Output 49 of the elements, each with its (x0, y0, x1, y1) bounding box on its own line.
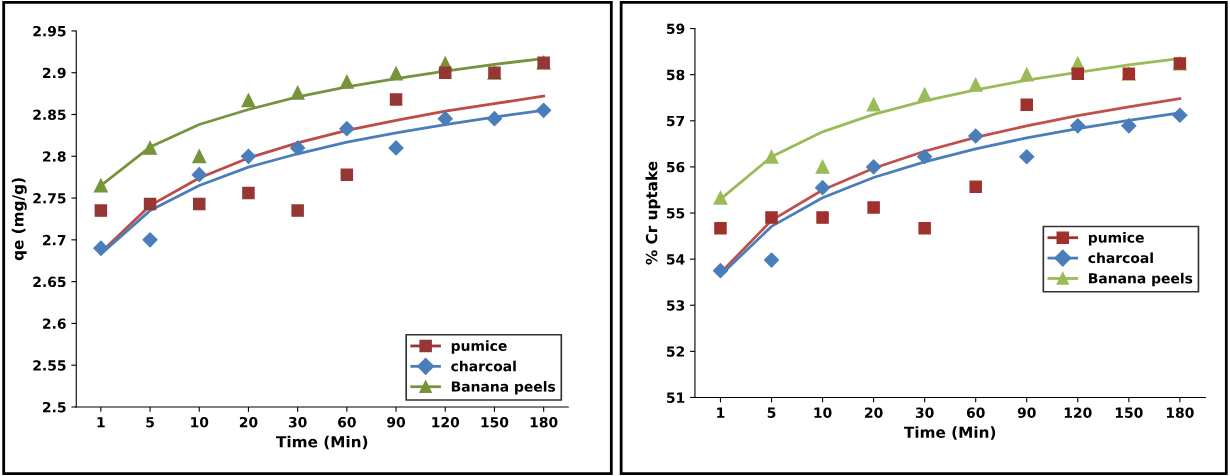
x-tick-label: 120 (1064, 407, 1092, 418)
x-tick-label: 10 (191, 416, 209, 428)
y-tick-label: 2.9 (43, 67, 66, 79)
x-tick-label: 1 (97, 417, 105, 428)
legend-label: charcoal (451, 360, 516, 372)
x-tick-label: 1 (717, 407, 725, 418)
y-tick-label: 54 (666, 254, 685, 265)
y-tick-label: 58 (666, 69, 685, 81)
y-axis-title: % Cr uptake (645, 161, 661, 265)
y-tick-label: 2.55 (33, 360, 66, 371)
y-tick-label: 2.85 (33, 109, 66, 120)
y-tick-label: 55 (666, 208, 685, 219)
x-tick-label: 20 (239, 416, 258, 428)
y-tick-label: 56 (666, 161, 685, 173)
x-tick-label: 60 (338, 416, 356, 428)
x-tick-label: 20 (865, 407, 883, 418)
legend-label: pumice (451, 340, 507, 354)
y-tick-label: 53 (666, 300, 685, 311)
x-tick-label: 10 (814, 407, 832, 418)
x-tick-label: 5 (146, 417, 154, 428)
y-tick-label: 2.6 (43, 318, 66, 329)
x-tick-label: 30 (915, 407, 934, 418)
legend-label: charcoal (1088, 252, 1153, 264)
x-tick-label: 120 (432, 416, 460, 428)
x-axis-title: Time (Min) (276, 435, 368, 450)
y-tick-label: 2.75 (33, 193, 66, 204)
legend-label: Banana peels (1089, 272, 1193, 287)
x-tick-label: 90 (387, 416, 406, 428)
x-axis-title: Time (Min) (903, 426, 996, 440)
y-tick-label: 51 (666, 392, 685, 403)
y-tick-label: 2.8 (43, 151, 66, 162)
x-tick-label: 90 (1017, 407, 1036, 418)
y-tick-label: 2.65 (33, 276, 66, 288)
y-tick-label: 2.5 (43, 401, 66, 413)
y-tick-label: 2.95 (33, 25, 66, 37)
x-tick-label: 180 (1166, 407, 1194, 418)
x-tick-label: 30 (288, 416, 307, 428)
x-tick-label: 150 (481, 416, 509, 428)
y-tick-label: 57 (666, 115, 685, 127)
x-tick-label: 60 (966, 407, 985, 418)
y-tick-label: 2.7 (43, 234, 66, 246)
x-tick-label: 180 (530, 416, 558, 428)
x-tick-label: 150 (1115, 407, 1143, 418)
y-tick-label: 52 (666, 346, 685, 357)
x-tick-label: 5 (767, 407, 776, 418)
y-axis-title: qe (mg/g) (11, 178, 27, 261)
legend-label: pumice (1088, 232, 1144, 246)
y-tick-label: 59 (666, 23, 685, 35)
legend-label: Banana peels (451, 381, 556, 395)
